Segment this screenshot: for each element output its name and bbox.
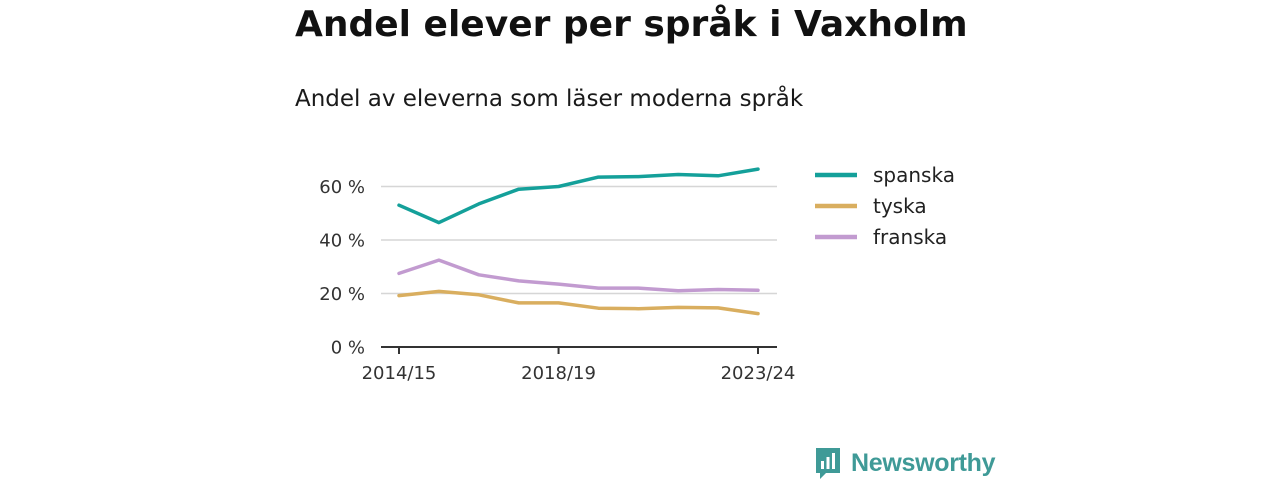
legend-label-spanska: spanska [873,163,955,187]
legend: spanska tyska franska [815,163,955,249]
y-tick-label: 60 % [319,177,365,198]
x-axis: 2014/15 2018/19 2023/24 [362,346,796,384]
grid-lines [381,185,777,295]
newsworthy-logo-text: Newsworthy [851,448,996,477]
x-tick-label: 2018/19 [521,363,596,384]
y-tick-label: 20 % [319,284,365,305]
y-tick-label: 0 % [331,338,365,359]
chart-subtitle: Andel av eleverna som läser moderna språ… [295,86,804,112]
legend-label-franska: franska [873,225,947,249]
series-lines [397,167,760,316]
x-tick-label: 2014/15 [362,363,437,384]
chart-title: Andel elever per språk i Vaxholm [295,4,968,45]
series-line-franska [397,258,760,293]
series-line-tyska [397,289,760,316]
series-line-spanska [397,167,760,225]
y-tick-label: 40 % [319,231,365,252]
y-axis: 0 % 20 % 40 % 60 % [319,177,365,359]
x-tick-label: 2023/24 [721,363,796,384]
newsworthy-logo-icon [816,448,840,479]
legend-label-tyska: tyska [873,194,927,218]
newsworthy-logo: Newsworthy [814,446,996,480]
